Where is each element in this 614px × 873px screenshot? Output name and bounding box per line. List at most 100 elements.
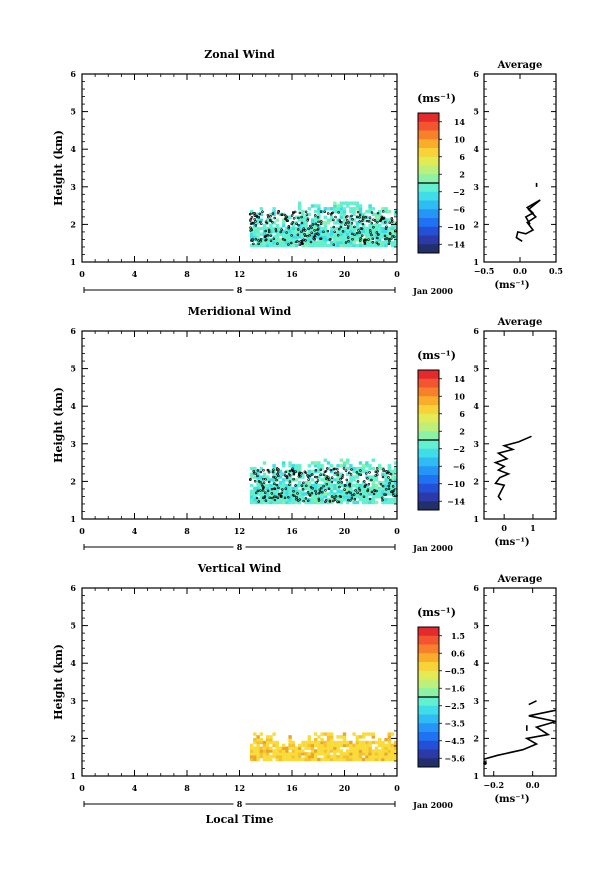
data-cell <box>310 229 315 234</box>
data-cell <box>336 218 340 222</box>
data-cell <box>374 486 379 491</box>
colorbar-tick-label: −5.6 <box>444 753 465 763</box>
data-cell <box>291 757 295 762</box>
data-cell <box>378 481 382 485</box>
data-cell <box>387 732 391 736</box>
data-cell <box>323 743 327 748</box>
contour-mark <box>264 499 268 502</box>
data-cell <box>250 743 254 748</box>
data-cell <box>355 754 359 759</box>
contour-mark <box>368 216 372 219</box>
contour-mark <box>350 214 353 218</box>
data-cell <box>378 757 382 762</box>
data-cell <box>314 489 318 493</box>
data-cell <box>326 461 331 465</box>
data-cell <box>346 458 350 462</box>
contour-mark <box>279 494 283 498</box>
contour-mark <box>292 472 296 476</box>
data-cell <box>333 754 337 759</box>
data-cell <box>272 754 276 759</box>
data-cell <box>259 495 263 499</box>
data-cell <box>288 757 292 762</box>
data-cell <box>250 752 254 756</box>
data-cell <box>378 240 382 245</box>
contour-mark <box>375 241 379 244</box>
data-cell <box>262 483 267 488</box>
avg-x-axis-label: (ms⁻¹) <box>494 794 529 805</box>
data-cell <box>368 489 372 493</box>
data-cell <box>310 500 315 505</box>
contour-mark <box>347 490 351 494</box>
data-cell <box>291 226 295 231</box>
contour-mark <box>373 489 377 492</box>
data-cell <box>349 240 353 245</box>
data-cell <box>342 495 347 499</box>
data-cell <box>368 207 372 211</box>
contour-mark <box>292 490 295 493</box>
data-cell <box>278 754 283 759</box>
data-cell <box>381 232 385 236</box>
contour-mark <box>270 487 274 491</box>
data-cell <box>278 500 283 505</box>
data-cell <box>374 500 379 505</box>
contour-mark <box>346 219 349 222</box>
data-cell <box>368 218 372 222</box>
data-cell <box>330 207 334 211</box>
contour-mark <box>316 223 320 227</box>
contour-mark <box>347 224 350 228</box>
data-cell <box>314 749 318 753</box>
data-cell <box>288 495 292 499</box>
contour-mark <box>347 240 350 243</box>
data-cell <box>333 746 337 750</box>
data-cell <box>371 732 375 736</box>
data-cell <box>342 497 347 502</box>
contour-mark <box>300 230 303 234</box>
contour-mark <box>261 210 264 214</box>
contour-mark <box>287 225 291 228</box>
data-cell <box>330 483 334 488</box>
data-cell <box>346 754 350 759</box>
average-profile-line <box>493 435 532 501</box>
contour-mark <box>255 496 259 500</box>
data-cell <box>371 478 375 482</box>
contour-mark <box>290 234 293 237</box>
contour-mark <box>384 493 387 496</box>
contour-mark <box>344 241 348 244</box>
data-cell <box>330 743 334 748</box>
data-cell <box>330 486 334 491</box>
data-cell <box>355 243 359 248</box>
data-cell <box>330 464 334 468</box>
contour-mark <box>294 484 297 487</box>
data-cell <box>307 500 311 505</box>
data-cell <box>365 461 369 465</box>
data-cell <box>384 226 388 231</box>
data-cell <box>355 204 359 208</box>
data-cell <box>362 757 366 762</box>
contour-mark <box>253 480 257 483</box>
data-cell <box>278 481 283 485</box>
data-cell <box>314 204 318 208</box>
data-cell <box>294 489 299 493</box>
data-cell <box>384 746 388 750</box>
data-cell <box>282 757 286 762</box>
data-cell <box>253 757 257 762</box>
contour-mark <box>267 471 271 474</box>
data-cell <box>298 746 302 750</box>
data-cell <box>374 215 379 219</box>
data-cell <box>384 472 388 476</box>
contour-mark <box>300 484 304 487</box>
contour-mark <box>341 230 345 233</box>
data-cell <box>349 757 353 762</box>
contour-mark <box>332 243 336 246</box>
data-cell <box>365 226 369 231</box>
average-title: Average <box>497 60 543 71</box>
data-cell <box>381 500 385 505</box>
data-cell <box>301 497 305 502</box>
contour-mark <box>362 495 366 498</box>
data-cell <box>288 740 292 745</box>
contour-mark <box>322 230 325 233</box>
data-cell <box>339 464 343 468</box>
data-cell <box>362 464 366 468</box>
contour-mark <box>359 492 363 496</box>
